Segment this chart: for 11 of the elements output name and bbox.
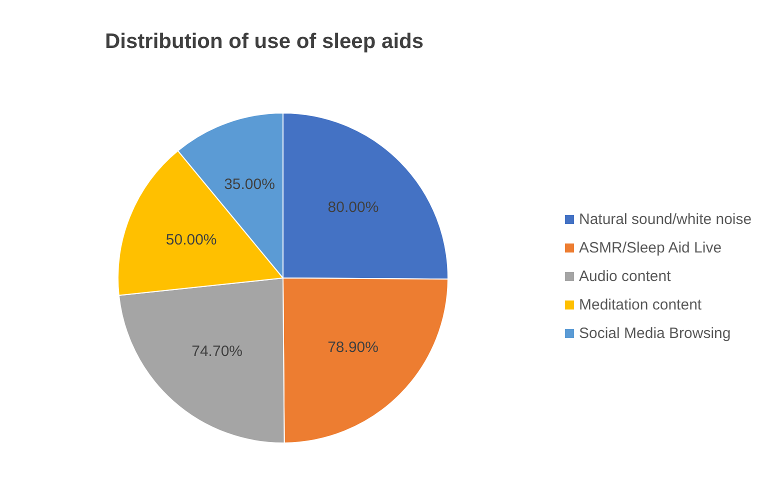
data-label: 35.00% (224, 176, 275, 193)
legend-label: Natural sound/white noise (579, 210, 752, 228)
legend-label: Audio content (579, 268, 672, 285)
data-label: 78.90% (328, 338, 378, 356)
legend-label: Meditation content (579, 296, 702, 314)
data-label: 50.00% (166, 232, 217, 249)
data-label: 80.00% (328, 199, 379, 216)
legend-label: Social Media Browsing (579, 324, 731, 342)
legend-label: ASMR/Sleep Aid Live (579, 239, 722, 256)
data-label: 74.70% (192, 342, 243, 360)
chart-title: Distribution of use of sleep aids (105, 30, 424, 53)
